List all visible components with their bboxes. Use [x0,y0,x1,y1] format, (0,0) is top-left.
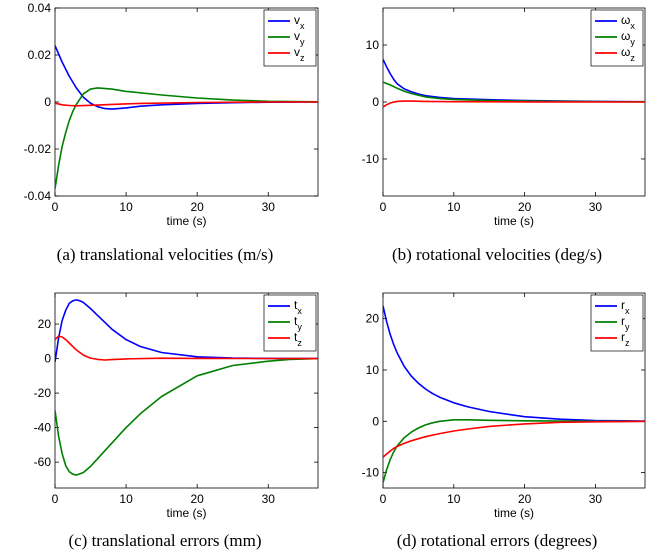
x-axis-label: time (s) [167,214,207,228]
x-axis-label: time (s) [494,506,534,520]
y-tick-label: -10 [362,466,380,480]
legend-box [590,294,644,352]
y-tick-label: -20 [34,386,52,400]
series-line-v-z [55,101,318,107]
legend-label: rz [621,330,630,348]
series-line-r-y [383,418,645,484]
y-tick-label: -10 [362,152,380,166]
series-line-t-z [55,335,318,361]
y-tick-label: 0 [372,95,379,109]
series-line-t-x [55,299,318,363]
caption-d: (d) rotational errors (degrees) [397,531,598,550]
y-tick-label: 0 [44,352,51,366]
x-tick-label: 20 [190,492,204,506]
legend-label: ωx [621,13,635,31]
x-axis-label: time (s) [494,214,534,228]
series-line-r-z [383,420,645,458]
x-tick-label: 0 [380,492,387,506]
y-tick-label: 20 [366,312,380,326]
x-tick-label: 30 [262,200,276,214]
legend-label: ωy [621,29,635,47]
x-tick-label: 30 [262,492,276,506]
legend-box [590,9,644,67]
legend-label: tz [294,330,302,348]
y-tick-label: -40 [34,421,52,435]
x-tick-label: 10 [447,200,461,214]
legend-label: ry [621,314,630,332]
y-tick-label: 10 [366,38,380,52]
y-tick-label: 20 [38,317,52,331]
x-tick-label: 0 [52,200,59,214]
caption-c: (c) translational errors (mm) [68,531,261,550]
legend-label: ty [294,314,302,332]
x-tick-label: 0 [380,200,387,214]
x-axis-label: time (s) [167,506,207,520]
y-tick-label: 0.04 [28,1,52,15]
series-line-t-y [55,357,318,476]
y-tick-label: 0 [44,95,51,109]
series-line-ω-y [383,81,645,103]
y-tick-label: -60 [34,455,52,469]
x-tick-label: 10 [447,492,461,506]
y-tick-label: -0.02 [24,142,52,156]
series-line-ω-z [383,100,645,108]
legend-label: rx [621,298,630,316]
x-tick-label: 30 [589,200,603,214]
x-tick-label: 30 [589,492,603,506]
y-tick-label: -0.04 [24,189,52,203]
series-line-r-x [383,305,645,422]
x-tick-label: 20 [190,200,204,214]
legend-box [263,294,317,352]
legend-label: vy [294,29,305,47]
y-tick-label: 0.02 [28,48,52,62]
legend-label: ωz [621,45,635,63]
legend-label: vx [294,13,305,31]
x-tick-label: 10 [119,492,133,506]
caption-b: (b) rotational velocities (deg/s) [392,245,602,264]
series-line-v-y [55,87,318,190]
caption-a: (a) translational velocities (m/s) [57,245,274,264]
legend-label: vz [294,45,305,63]
x-tick-label: 0 [52,492,59,506]
y-tick-label: 0 [372,414,379,428]
y-tick-label: 10 [366,363,380,377]
x-tick-label: 10 [119,200,133,214]
legend-label: tx [294,298,302,316]
x-tick-label: 20 [518,200,532,214]
legend-box [263,9,317,67]
x-tick-label: 20 [518,492,532,506]
